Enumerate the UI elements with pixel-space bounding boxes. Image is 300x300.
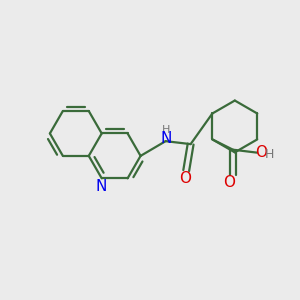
Text: H: H [162, 125, 170, 135]
Text: N: N [95, 179, 107, 194]
Text: H: H [265, 148, 274, 160]
Text: N: N [160, 131, 172, 146]
Text: O: O [179, 171, 191, 186]
Text: O: O [255, 145, 267, 160]
Text: O: O [224, 176, 236, 190]
